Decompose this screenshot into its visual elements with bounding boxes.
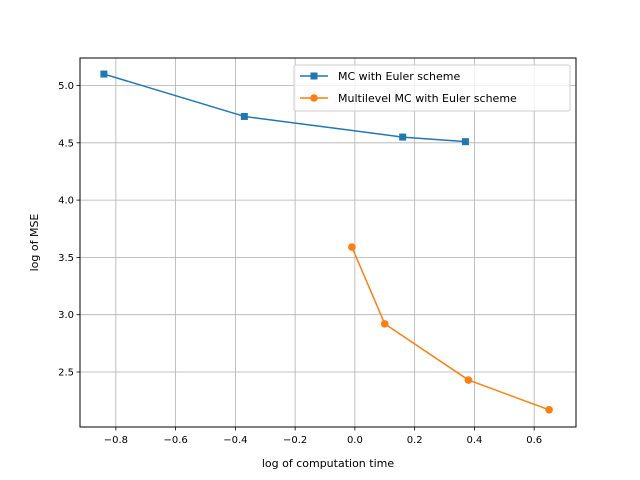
x-tick-label: −0.4 xyxy=(223,435,247,446)
y-tick-label: 4.0 xyxy=(58,196,74,207)
x-tick-label: −0.8 xyxy=(104,435,128,446)
data-point xyxy=(380,320,389,328)
data-point xyxy=(100,70,108,78)
x-tick-label: 0.2 xyxy=(407,435,423,446)
series-1 xyxy=(100,70,469,146)
data-point xyxy=(348,243,356,251)
series-line xyxy=(103,73,466,143)
series-layer xyxy=(100,70,553,414)
x-tick-label: −0.6 xyxy=(163,435,187,446)
x-tick-label: 0.6 xyxy=(526,435,542,446)
legend: MC with Euler scheme Multilevel MC with E… xyxy=(293,64,571,112)
x-tick-label: −0.2 xyxy=(283,435,307,446)
data-point xyxy=(399,133,407,141)
y-tick-label: 5.0 xyxy=(58,81,74,92)
legend-box xyxy=(293,64,571,112)
y-tick-label: 4.5 xyxy=(58,138,74,149)
legend-item: Multilevel MC with Euler scheme xyxy=(300,92,517,105)
grid xyxy=(80,58,576,427)
legend-label: Multilevel MC with Euler scheme xyxy=(338,92,517,105)
y-tick-label: 2.5 xyxy=(58,367,74,378)
y-axis-ticks: 2.5 3.0 3.5 4.0 4.5 5.0 xyxy=(58,81,80,378)
x-axis-label: log of computation time xyxy=(262,457,395,470)
y-axis-label: log of MSE xyxy=(28,214,41,272)
data-point xyxy=(240,112,248,120)
plot-frame xyxy=(79,57,577,428)
legend-marker xyxy=(310,72,318,80)
y-tick-label: 3.5 xyxy=(58,253,74,264)
series-2 xyxy=(348,243,553,414)
series-line xyxy=(351,246,550,411)
x-tick-label: 0.0 xyxy=(347,435,363,446)
data-point xyxy=(464,376,473,384)
x-axis-ticks: −0.8 −0.6 −0.4 −0.2 0.0 0.2 0.4 0.6 xyxy=(104,427,542,446)
legend-marker xyxy=(310,94,318,102)
legend-label: MC with Euler scheme xyxy=(338,70,461,83)
data-point xyxy=(461,138,469,146)
y-tick-label: 3.0 xyxy=(58,310,74,321)
x-tick-label: 0.4 xyxy=(466,435,482,446)
data-point xyxy=(545,406,553,414)
legend-item: MC with Euler scheme xyxy=(300,70,461,83)
